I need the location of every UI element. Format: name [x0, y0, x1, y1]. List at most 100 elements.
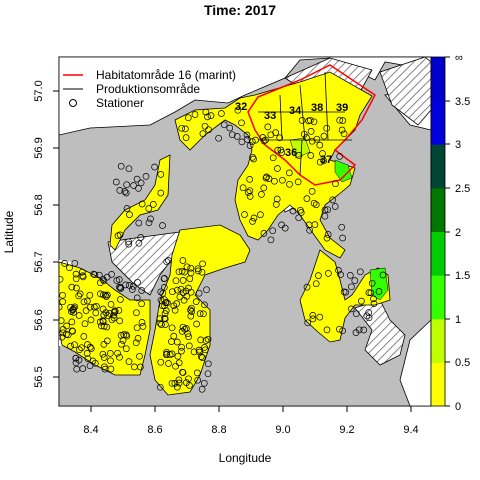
legend-habitat-label: Habitatområde 16 (marint) — [96, 68, 236, 82]
station-marker — [303, 134, 310, 141]
station-marker — [346, 272, 354, 279]
x-tick-label: 8.4 — [83, 424, 98, 436]
colorbar-block — [431, 100, 445, 145]
colorbar-block — [431, 362, 445, 407]
station-marker — [79, 272, 87, 280]
station-marker — [149, 201, 157, 208]
fjord-west-arm — [109, 154, 171, 251]
station-marker — [308, 137, 316, 145]
station-marker — [59, 298, 67, 306]
station-marker — [175, 359, 183, 367]
station-marker — [215, 134, 222, 142]
station-marker — [145, 219, 153, 227]
station-marker — [204, 370, 212, 378]
station-marker — [340, 130, 348, 138]
station-marker — [204, 360, 212, 368]
station-marker — [122, 281, 130, 289]
station-marker — [83, 350, 91, 357]
station-marker — [190, 348, 198, 356]
station-marker — [228, 131, 236, 139]
station-marker — [184, 114, 192, 122]
station-marker — [329, 196, 337, 204]
station-marker — [163, 350, 171, 358]
station-marker — [179, 369, 187, 376]
station-marker — [160, 284, 168, 291]
station-marker — [241, 211, 248, 218]
x-tick-label: 8.8 — [211, 424, 226, 436]
station-marker — [63, 322, 70, 330]
zone-label-32: 32 — [235, 101, 247, 113]
station-marker — [104, 291, 111, 299]
station-marker — [181, 268, 188, 276]
station-marker — [117, 332, 125, 339]
station-marker — [202, 337, 210, 344]
station-marker — [173, 383, 181, 391]
station-marker — [200, 379, 208, 387]
station-marker — [68, 318, 76, 326]
station-marker — [193, 369, 201, 377]
station-marker — [265, 175, 273, 182]
station-marker — [269, 227, 277, 235]
station-marker — [157, 288, 165, 296]
station-marker — [177, 285, 185, 293]
colorbar-label: 1 — [455, 314, 461, 326]
station-marker — [196, 310, 204, 317]
colorbar-label: 1.5 — [455, 270, 470, 282]
station-marker — [338, 223, 346, 231]
station-marker — [295, 152, 303, 159]
station-marker — [279, 176, 286, 184]
station-marker — [323, 234, 331, 242]
colorbar-block — [431, 275, 445, 320]
station-marker — [122, 331, 130, 339]
station-marker — [336, 325, 343, 333]
station-marker — [138, 300, 145, 308]
station-marker — [289, 207, 297, 215]
station-marker — [87, 345, 95, 352]
station-marker — [135, 219, 143, 227]
station-marker — [178, 328, 186, 335]
station-marker — [320, 132, 328, 140]
station-marker — [234, 106, 242, 114]
station-marker — [86, 291, 94, 299]
station-marker — [99, 305, 107, 313]
station-marker — [337, 271, 344, 278]
x-axis-title: Longitude — [219, 451, 272, 465]
station-marker — [134, 278, 141, 286]
station-marker — [243, 131, 251, 139]
station-marker — [171, 306, 179, 314]
station-marker — [338, 126, 346, 134]
station-marker — [294, 178, 302, 186]
station-marker — [69, 306, 77, 313]
station-marker — [323, 124, 331, 132]
station-marker — [198, 385, 206, 393]
colorbar-label: 0 — [455, 401, 461, 413]
station-marker — [178, 343, 185, 351]
station-marker — [83, 297, 91, 305]
station-marker — [133, 294, 141, 302]
station-marker — [76, 346, 83, 354]
station-marker — [321, 212, 329, 220]
station-marker — [339, 327, 346, 335]
station-marker — [198, 268, 206, 276]
station-marker — [300, 130, 308, 138]
station-marker — [250, 214, 258, 222]
station-marker — [75, 292, 83, 300]
station-marker — [126, 211, 133, 218]
station-marker — [164, 299, 171, 307]
station-marker — [156, 319, 164, 327]
station-marker — [68, 283, 76, 291]
station-marker — [117, 296, 124, 303]
colorbar: 0 0.5 1 1.5 2 2.5 3 3.5 ∞ — [430, 52, 470, 413]
station-marker — [116, 317, 124, 325]
station-marker — [151, 163, 158, 171]
station-marker — [305, 221, 313, 229]
production-area-w — [107, 231, 181, 296]
station-marker — [97, 290, 104, 298]
station-marker — [207, 112, 215, 119]
zone-label-38: 38 — [311, 102, 323, 114]
station-marker — [122, 345, 130, 353]
station-marker — [278, 149, 286, 156]
station-marker — [118, 340, 125, 348]
station-marker — [316, 313, 324, 321]
station-marker — [197, 336, 205, 344]
